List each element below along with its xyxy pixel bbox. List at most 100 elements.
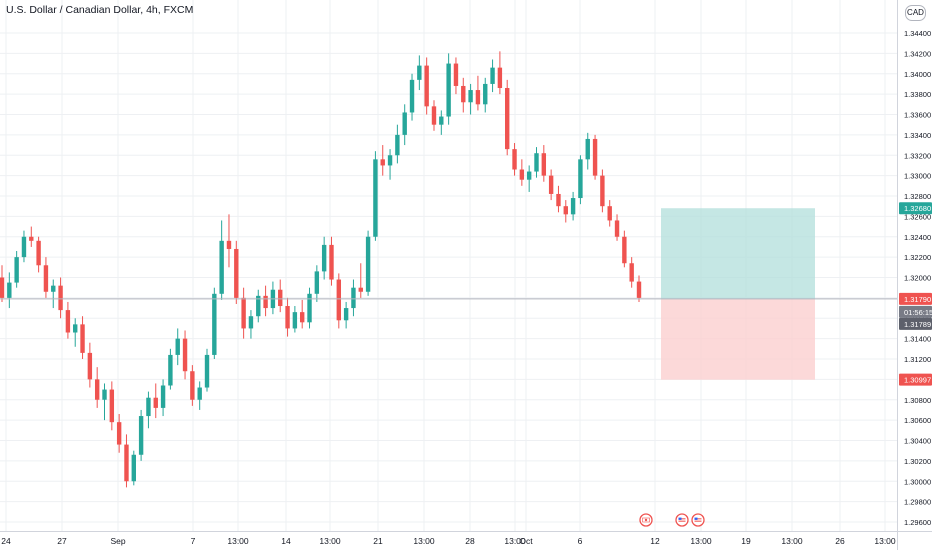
candle-body bbox=[58, 285, 63, 311]
candle-body bbox=[329, 244, 334, 280]
price-tick-label: 1.30200 bbox=[904, 457, 931, 466]
chart-title: U.S. Dollar / Canadian Dollar, 4h, FXCM bbox=[6, 4, 194, 16]
candle-body bbox=[402, 112, 407, 135]
candle-body bbox=[212, 293, 217, 355]
candle bbox=[241, 287, 246, 339]
candle bbox=[36, 236, 41, 273]
price-tick-label: 1.30000 bbox=[904, 477, 931, 486]
price-axis[interactable]: 1.34400 1.34200 1.34000 1.33800 1.33600 1.334… bbox=[904, 29, 931, 527]
candle bbox=[541, 145, 547, 182]
candle bbox=[336, 273, 342, 329]
candle-body bbox=[109, 389, 115, 423]
candle-body bbox=[321, 244, 327, 272]
candle-body bbox=[314, 271, 320, 294]
candle bbox=[431, 100, 437, 131]
candle bbox=[51, 279, 56, 309]
candle-body bbox=[387, 155, 393, 166]
time-tick-label: 24 bbox=[1, 536, 11, 546]
candle bbox=[256, 289, 261, 323]
candle bbox=[512, 143, 517, 176]
economic-events[interactable] bbox=[639, 513, 705, 527]
candle-body bbox=[219, 240, 224, 294]
candle-body bbox=[592, 138, 598, 176]
candle bbox=[417, 55, 422, 91]
flag-canada-icon[interactable] bbox=[639, 513, 653, 527]
candle bbox=[614, 214, 620, 241]
candle-body bbox=[146, 397, 151, 417]
candle-body bbox=[578, 159, 583, 199]
candle-body bbox=[51, 285, 56, 292]
candle-body bbox=[490, 67, 495, 84]
candle bbox=[629, 257, 634, 288]
candle bbox=[21, 230, 27, 263]
candle bbox=[592, 134, 598, 180]
candle bbox=[314, 265, 320, 302]
price-tick-label: 1.33600 bbox=[904, 111, 931, 120]
time-tick-label: 13:00 bbox=[690, 536, 712, 546]
price-tick-label: 1.32200 bbox=[904, 253, 931, 262]
candle bbox=[446, 53, 451, 125]
price-tick-label: 1.30600 bbox=[904, 416, 931, 425]
candle bbox=[439, 110, 444, 135]
candle-body bbox=[285, 306, 290, 329]
candle-body bbox=[548, 175, 554, 194]
candle bbox=[424, 57, 429, 115]
candle bbox=[226, 214, 232, 268]
candle bbox=[343, 301, 349, 329]
candle-body bbox=[439, 116, 444, 125]
candle-body bbox=[190, 371, 195, 400]
candle-body bbox=[629, 263, 634, 282]
bar-close-badge: 1.31789 bbox=[899, 317, 932, 330]
candle bbox=[307, 287, 312, 329]
candle-body bbox=[73, 324, 78, 333]
candle bbox=[585, 132, 590, 170]
time-tick-label: 13:00 bbox=[227, 536, 249, 546]
candle bbox=[87, 342, 93, 388]
candle-body bbox=[343, 308, 349, 321]
currency-badge[interactable]: CAD bbox=[905, 5, 926, 21]
candle bbox=[636, 275, 642, 302]
candle bbox=[29, 226, 34, 247]
candle bbox=[190, 365, 195, 406]
candle-body bbox=[636, 281, 642, 298]
candle-body bbox=[307, 293, 312, 323]
flag-usa-icon[interactable] bbox=[675, 513, 689, 527]
long-position-tool[interactable] bbox=[661, 208, 815, 380]
price-tick-label: 1.30400 bbox=[904, 437, 931, 446]
stop-price-badge-bg bbox=[899, 373, 932, 386]
candle bbox=[153, 383, 158, 419]
candle bbox=[622, 230, 627, 268]
candle-body bbox=[234, 248, 239, 298]
candle-body bbox=[600, 175, 605, 207]
candle-body bbox=[526, 171, 532, 180]
time-tick-label: 13:00 bbox=[413, 536, 435, 546]
bar-countdown-badge-bg bbox=[899, 305, 932, 318]
bar-countdown-badge: 01:56:15 bbox=[899, 305, 932, 318]
candle bbox=[197, 381, 202, 410]
candle bbox=[402, 104, 407, 146]
target-price-badge-text: 1.32680 bbox=[904, 204, 931, 213]
flag-usa-icon[interactable] bbox=[691, 513, 705, 527]
candle bbox=[526, 165, 532, 192]
candle bbox=[146, 391, 151, 429]
price-tick-label: 1.33400 bbox=[904, 131, 931, 140]
bar-countdown-badge-text: 01:56:15 bbox=[904, 308, 932, 317]
price-tick-label: 1.32600 bbox=[904, 212, 931, 221]
candle bbox=[270, 281, 276, 315]
candle bbox=[373, 151, 378, 241]
current-price-badge-bg bbox=[899, 292, 932, 305]
time-tick-label: 28 bbox=[465, 536, 475, 546]
profit-zone bbox=[661, 208, 815, 299]
target-price-badge-bg bbox=[899, 202, 932, 215]
candle-body bbox=[446, 63, 451, 117]
candle bbox=[534, 147, 539, 178]
candle-body bbox=[124, 444, 129, 482]
candle-body bbox=[278, 289, 283, 307]
candle bbox=[453, 57, 459, 95]
candle bbox=[124, 434, 129, 488]
candle-body bbox=[563, 206, 568, 215]
candle bbox=[285, 297, 290, 337]
